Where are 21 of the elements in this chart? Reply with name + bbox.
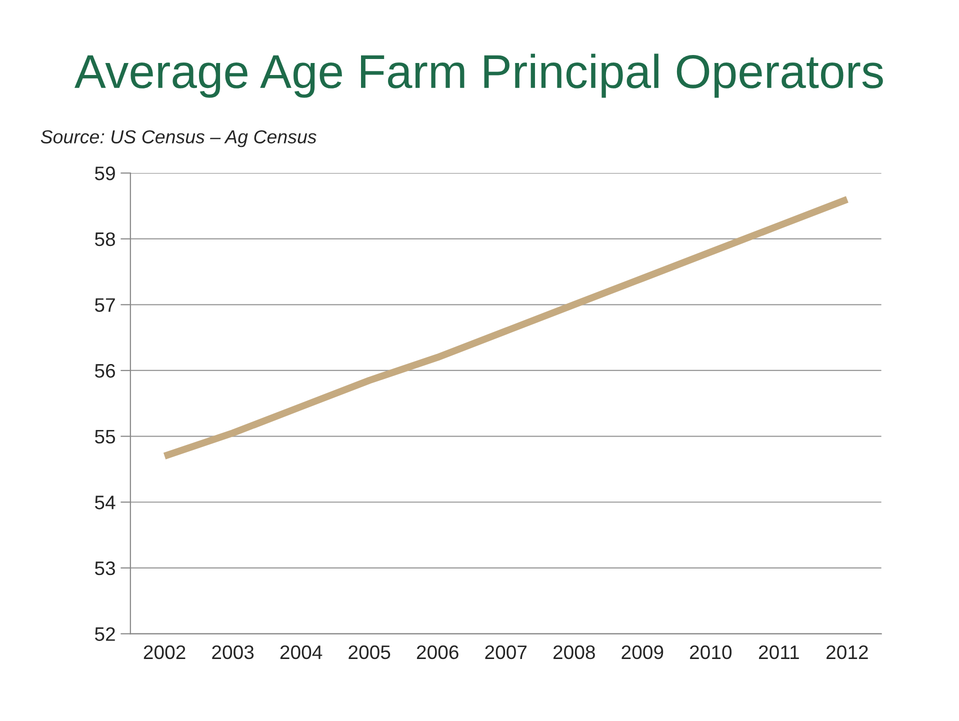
x-tick-label: 2010 <box>690 645 732 660</box>
y-tick-label: 55 <box>94 430 116 444</box>
y-tick-label: 59 <box>94 166 115 180</box>
x-tick-label: 2004 <box>280 645 322 660</box>
x-tick-label: 2005 <box>348 645 390 660</box>
y-tick-label: 58 <box>94 232 115 246</box>
x-tick-label: 2012 <box>826 645 868 660</box>
x-tick-label: 2009 <box>622 645 664 660</box>
y-tick-label: 54 <box>94 496 116 510</box>
x-tick-label: 2003 <box>212 645 254 660</box>
x-tick-label: 2007 <box>485 645 527 660</box>
x-tick-label: 2006 <box>416 645 458 660</box>
x-tick-label: 2008 <box>553 645 595 660</box>
y-tick-label: 57 <box>94 298 115 312</box>
source-note: Source: US Census – Ag Census <box>40 130 316 148</box>
y-tick-label: 56 <box>94 364 115 378</box>
x-tick-label: 2011 <box>758 645 799 660</box>
y-tick-label: 52 <box>94 627 115 641</box>
y-tick-label: 53 <box>94 561 115 576</box>
x-tick-label: 2002 <box>144 645 186 660</box>
chart-title: Average Age Farm Principal Operators <box>74 54 883 98</box>
